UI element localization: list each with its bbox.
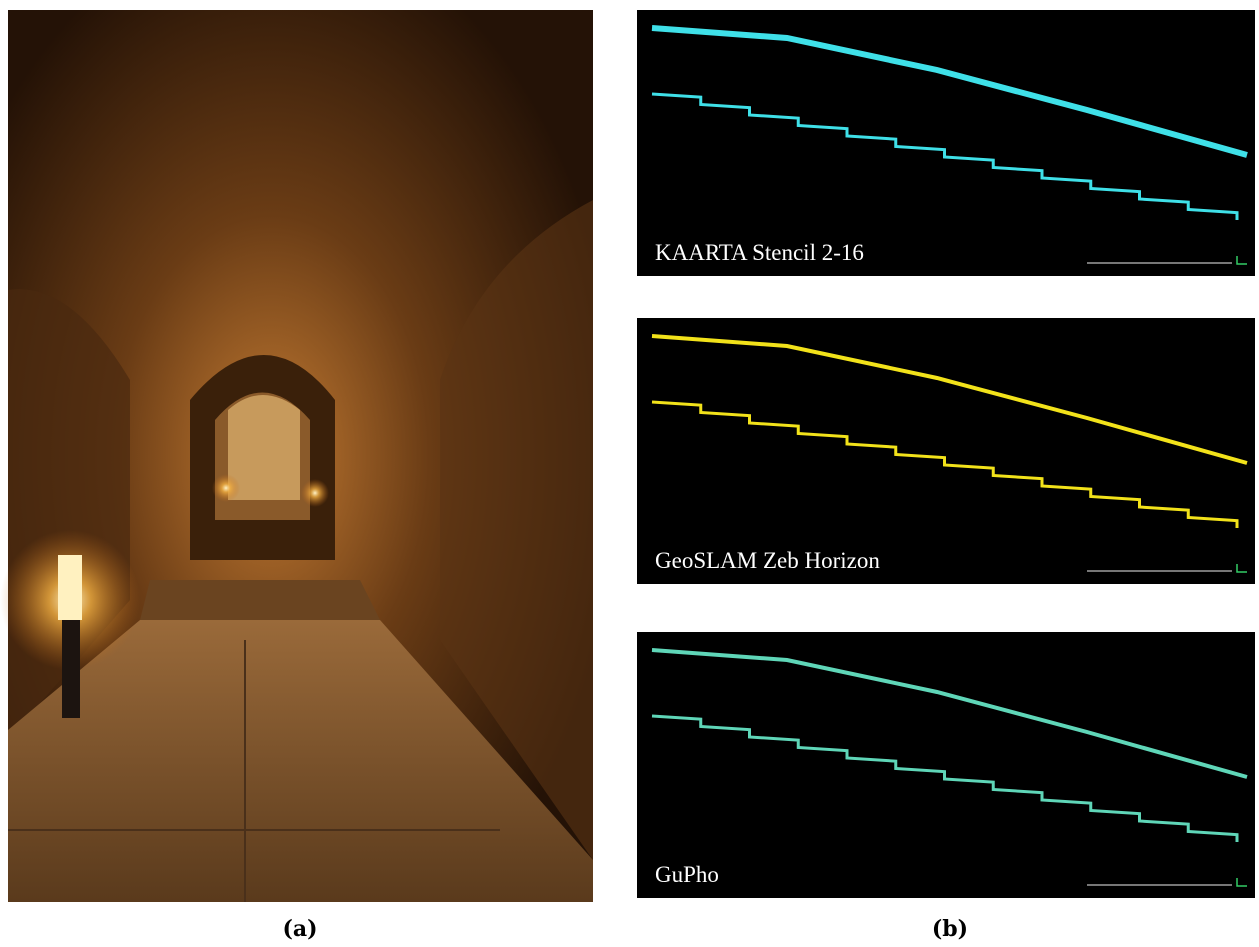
scan-label: KAARTA Stencil 2-16 bbox=[655, 240, 864, 265]
caption: (b) bbox=[932, 916, 968, 942]
panel-background bbox=[637, 318, 1255, 584]
panel-background bbox=[637, 10, 1255, 276]
scan-panel: KAARTA Stencil 2-16 bbox=[637, 10, 1255, 276]
caption: (a) bbox=[282, 916, 317, 942]
figure: (a) (b) KAARTA Stencil 2-16 GeoSLAM Zeb H… bbox=[0, 0, 1259, 947]
scan-panel: GuPho bbox=[637, 632, 1255, 898]
photo bbox=[0, 10, 593, 902]
scan-label: GuPho bbox=[655, 862, 719, 887]
scan-panel: GeoSLAM Zeb Horizon bbox=[637, 318, 1255, 584]
scan-label: GeoSLAM Zeb Horizon bbox=[655, 548, 880, 573]
panel-background bbox=[637, 632, 1255, 898]
